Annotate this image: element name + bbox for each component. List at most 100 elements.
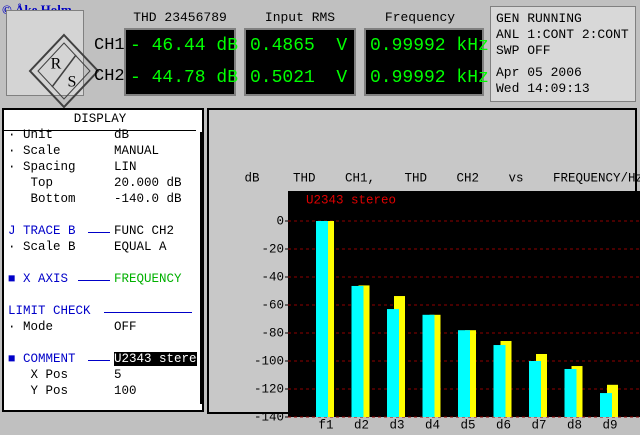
x-tick-label: d5	[461, 418, 476, 430]
bar	[387, 309, 400, 417]
x-tick-label: d3	[390, 418, 405, 430]
logo-r: R	[51, 56, 62, 73]
reading: - 44.78 dB	[130, 68, 239, 88]
bar	[323, 221, 335, 417]
connector	[78, 280, 110, 281]
bar	[493, 345, 506, 417]
channel-label: CH1	[94, 36, 125, 55]
logo-slash	[51, 54, 77, 88]
y-axis-label: dB	[245, 171, 261, 185]
menu-label[interactable]: · Mode	[8, 320, 54, 334]
bar	[529, 361, 542, 417]
menu-label[interactable]: ■ X AXIS	[8, 272, 69, 286]
column-title: Frequency	[384, 10, 456, 25]
connector	[88, 360, 110, 361]
logo-diamond-inner	[37, 42, 91, 100]
y-tick-label: -120	[254, 382, 284, 396]
bar	[600, 393, 613, 417]
menu-value[interactable]: dB	[114, 128, 130, 142]
y-tick-label: -100	[254, 354, 284, 368]
menu-value[interactable]: 5	[114, 368, 122, 382]
bar	[394, 296, 406, 417]
bar	[422, 314, 435, 417]
reading: - 46.44 dB	[130, 36, 239, 56]
chart: dB THD CH1, THD CH2 vs FREQUENCY/Hz U234…	[245, 171, 640, 432]
logo-diamond	[28, 33, 100, 109]
menu-title: DISPLAY	[73, 112, 127, 126]
logo-graphic: R S	[28, 33, 100, 109]
menu-value[interactable]: -140.0 dB	[114, 192, 182, 206]
divider	[4, 130, 196, 131]
column-title: Input RMS	[264, 10, 336, 25]
column-title: THD 23456789	[133, 10, 227, 25]
y-tick-label: -20	[262, 242, 285, 256]
reading: 0.5021 V	[250, 68, 348, 88]
y-tick-label: -60	[262, 298, 285, 312]
connector	[88, 232, 110, 233]
y-tick-label: -140	[254, 410, 284, 424]
status-line: SWP OFF	[496, 43, 551, 58]
menu-heading[interactable]: LIMIT CHECK	[8, 304, 91, 318]
menu-label[interactable]: X Pos	[8, 368, 69, 382]
y-tick-label: -40	[262, 270, 285, 284]
menu-value[interactable]: EQUAL A	[114, 240, 167, 254]
menu-label[interactable]: · Spacing	[8, 160, 76, 174]
bar	[500, 340, 512, 417]
status-panel: GEN RUNNING ANL 1:CONT 2:CONT SWP OFF Ap…	[490, 6, 636, 102]
bar	[607, 384, 619, 417]
bar	[458, 330, 471, 417]
menu-label[interactable]: Y Pos	[8, 384, 69, 398]
menu-value[interactable]: 20.000 dB	[114, 176, 182, 190]
x-tick-label: d4	[425, 418, 440, 430]
bar	[429, 314, 441, 417]
y-tick-label: -80	[262, 326, 285, 340]
menu-label[interactable]: Top	[8, 176, 54, 190]
menu-label[interactable]: · Scale B	[8, 240, 76, 254]
menu-value[interactable]: FUNC CH2	[114, 224, 175, 238]
chart-panel: dB THD CH1, THD CH2 vs FREQUENCY/Hz U234…	[207, 108, 640, 432]
menu-value[interactable]: U2343 stere	[114, 352, 197, 366]
logo: R S	[6, 10, 100, 109]
menu-value[interactable]: LIN	[114, 160, 137, 174]
reading: 0.99992 kHz	[370, 68, 489, 88]
display: 0.99992 kHz 0.99992 kHz	[364, 28, 489, 96]
menu-value[interactable]: 100	[114, 384, 137, 398]
menu-value[interactable]: MANUAL	[114, 144, 160, 158]
status-line: GEN RUNNING	[496, 11, 582, 26]
menu-label[interactable]: · Unit	[8, 128, 54, 142]
x-tick-label: d9	[603, 418, 618, 430]
bar	[564, 368, 577, 417]
x-tick-label: d2	[354, 418, 369, 430]
bar	[536, 354, 548, 417]
logo-s: S	[68, 74, 77, 91]
connector	[104, 312, 192, 313]
bar	[351, 285, 364, 417]
bar	[358, 285, 370, 417]
x-tick-label: d6	[496, 418, 511, 430]
status-line: Apr 05 2006	[496, 65, 582, 80]
status-line: ANL 1:CONT 2:CONT	[496, 27, 629, 42]
menu-label[interactable]: ■ COMMENT	[8, 352, 76, 366]
reading: 0.4865 V	[250, 36, 348, 56]
menu-label[interactable]: · Scale	[8, 144, 61, 158]
chart-title: THD CH1, THD CH2 vs FREQUENCY/Hz	[293, 171, 640, 185]
menu-label[interactable]: Bottom	[8, 192, 76, 206]
menu-value[interactable]: OFF	[114, 320, 137, 334]
reading: 0.99992 kHz	[370, 36, 489, 56]
menu-value[interactable]: FREQUENCY	[114, 272, 182, 286]
annotation: U2343 stereo	[306, 193, 396, 207]
menu-label[interactable]: J TRACE B	[8, 224, 76, 238]
display: - 46.44 dB - 44.78 dB	[124, 28, 239, 96]
scrollbar[interactable]	[200, 132, 204, 404]
y-tick-label: 0	[277, 214, 285, 228]
x-tick-label: f1	[319, 418, 334, 430]
channel-label: CH2	[94, 67, 125, 86]
status-line: Wed 14:09:13	[496, 81, 590, 96]
bar	[571, 366, 583, 417]
bar	[316, 221, 329, 417]
x-tick-label: d7	[532, 418, 547, 430]
display: 0.4865 V 0.5021 V	[244, 28, 356, 96]
x-tick-label: d8	[567, 418, 582, 430]
bar	[465, 330, 477, 417]
